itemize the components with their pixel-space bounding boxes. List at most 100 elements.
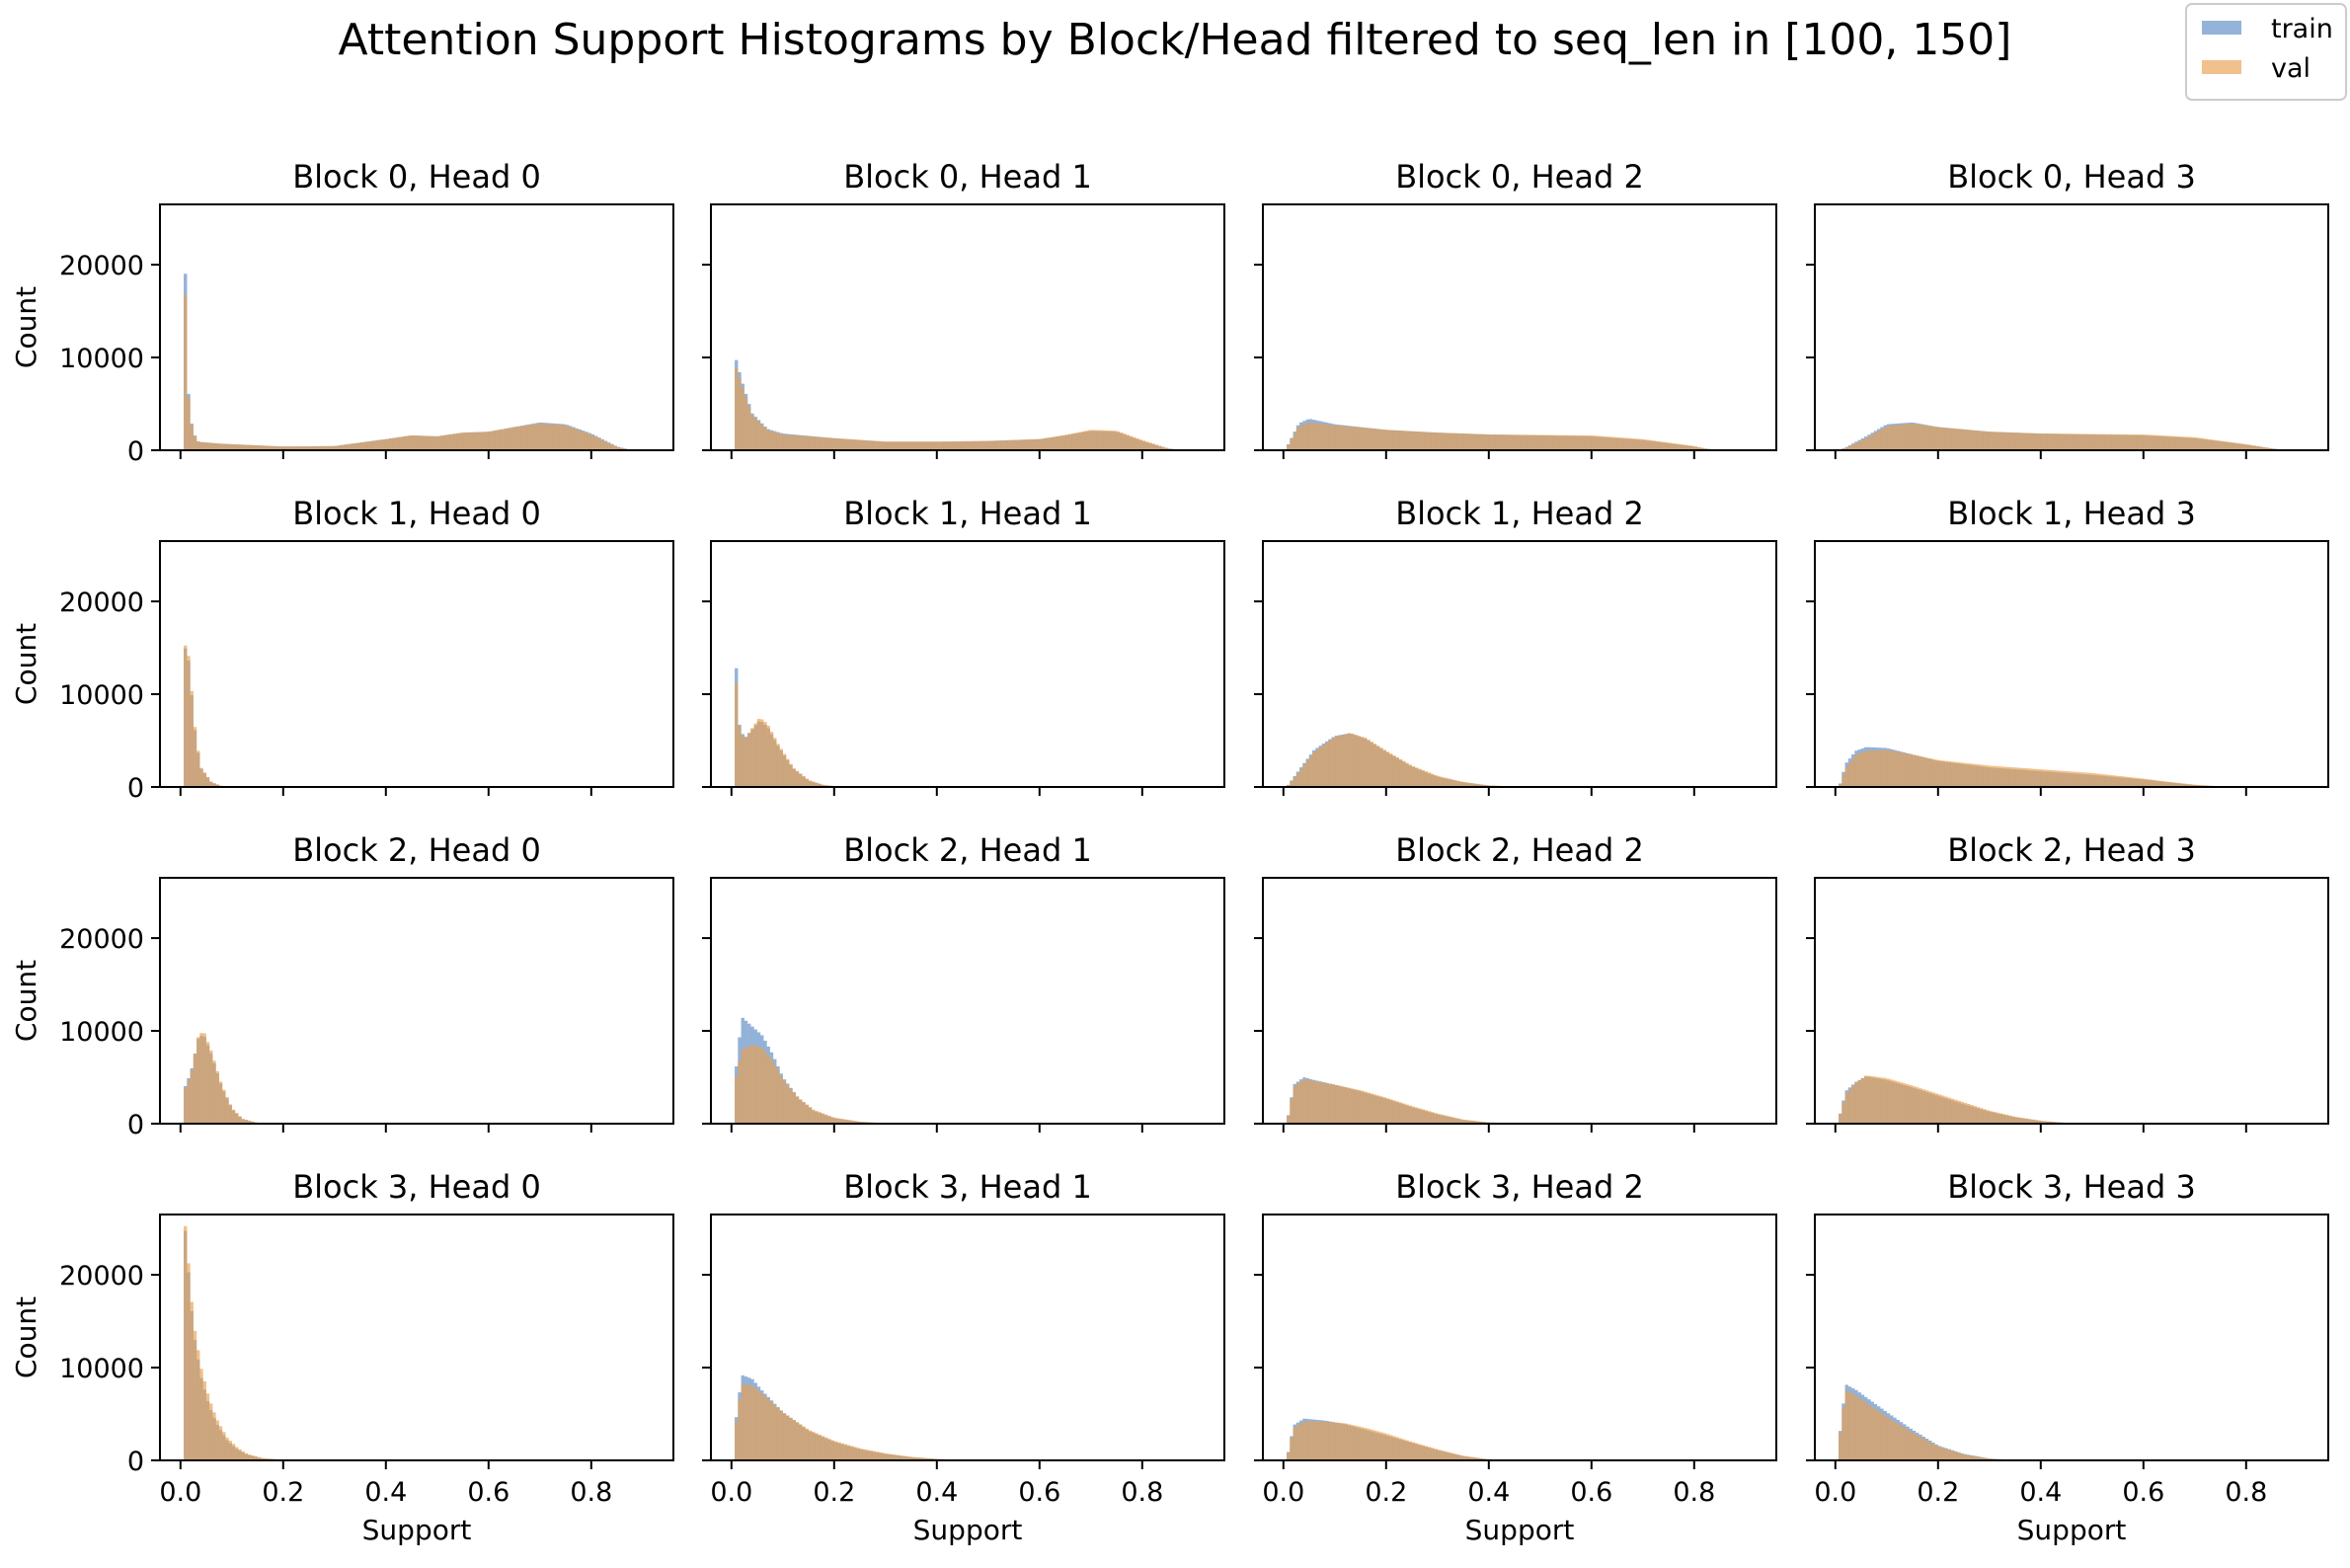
val-bar (1370, 429, 1373, 450)
val-bar (1864, 1075, 1868, 1124)
val-bar (1148, 442, 1152, 450)
val-bar (923, 441, 928, 450)
x-tick-label: 0.8 (570, 1477, 612, 1508)
val-bar (1883, 427, 1887, 450)
val-bar (1376, 429, 1380, 450)
val-bar (2070, 433, 2074, 450)
val-bar (2053, 433, 2058, 450)
val-bar (744, 1047, 748, 1124)
val-bar (1903, 1083, 1907, 1124)
y-tick-label: 10000 (59, 344, 144, 374)
val-bar (1919, 755, 1922, 787)
val-bar (575, 429, 579, 450)
val-bar (1501, 434, 1506, 450)
val-bar (1967, 430, 1971, 450)
val-bar (235, 1113, 239, 1124)
val-bar (1418, 431, 1422, 450)
val-bar (1354, 1089, 1358, 1124)
val-bar (830, 1117, 834, 1124)
val-bar (1428, 1111, 1432, 1124)
val-bar (1857, 1397, 1861, 1460)
val-bar (1700, 447, 1704, 450)
val-bar (244, 444, 249, 450)
val-bar (1976, 431, 1981, 450)
val-bar (1642, 438, 1647, 450)
val-bar (1466, 782, 1470, 787)
val-bar (222, 1432, 226, 1460)
val-bar (2005, 431, 2009, 450)
val-bar (1996, 431, 1999, 450)
val-bar (1527, 434, 1531, 450)
val-bar (2076, 433, 2079, 450)
val-bar (2262, 446, 2266, 450)
val-bar (610, 444, 614, 450)
val-bar (1931, 426, 1935, 450)
val-bar (1328, 1083, 1332, 1124)
val-bar (892, 441, 896, 450)
val-bar (2021, 432, 2025, 450)
val-bar (1980, 1108, 1984, 1124)
val-bar (1485, 433, 1489, 450)
val-bar (1569, 434, 1573, 450)
val-bar (1536, 434, 1540, 450)
axes-frame (159, 540, 674, 788)
val-bar (2150, 434, 2154, 450)
val-bar (1321, 1082, 1326, 1124)
val-bar (946, 440, 950, 450)
val-bar (196, 441, 200, 450)
histogram-panel: Block 0, Head 2 (1254, 158, 1777, 459)
val-bar (1431, 1112, 1435, 1124)
val-bar (495, 430, 499, 450)
val-bar (244, 1120, 249, 1124)
val-bar (1043, 437, 1047, 450)
val-bar (215, 784, 219, 787)
val-bar (1398, 1102, 1403, 1124)
val-bar (1000, 440, 1005, 450)
val-bar (1944, 1096, 1948, 1124)
val-bar (1434, 1113, 1438, 1124)
val-bar (910, 1456, 915, 1460)
val-bar (991, 440, 995, 450)
val-bar (328, 445, 332, 450)
val-bar (1402, 760, 1406, 787)
val-bar (218, 1081, 223, 1124)
val-bar (315, 445, 319, 450)
val-bar (1392, 755, 1396, 787)
val-bar (379, 439, 383, 450)
val-bar (959, 440, 963, 450)
val-bar (1870, 750, 1874, 787)
val-bar (1472, 1456, 1476, 1460)
val-bar (1675, 443, 1679, 450)
axes-frame (1262, 540, 1777, 788)
val-bar-group (1839, 749, 2246, 787)
val-bar (1950, 1098, 1955, 1124)
val-bar (446, 434, 450, 450)
val-bar (235, 1447, 239, 1460)
val-bar (1921, 756, 1925, 787)
val-bar (218, 443, 223, 450)
y-tick-label: 10000 (59, 680, 144, 711)
val-bar (1655, 440, 1660, 450)
val-bar (209, 1403, 213, 1460)
val-bar (372, 440, 377, 450)
val-bar (392, 437, 396, 450)
val-bar (565, 426, 570, 450)
val-bar (1462, 1455, 1467, 1460)
val-bar (1325, 1083, 1329, 1124)
val-bar (2037, 1120, 2041, 1124)
val-bar (282, 446, 287, 450)
val-bar (2268, 447, 2272, 450)
val-bar (808, 1107, 813, 1124)
val-bar (1896, 1423, 1900, 1460)
val-bar (837, 1118, 841, 1124)
val-bar (264, 445, 268, 450)
val-bar (1488, 434, 1493, 450)
val-bar (248, 1120, 252, 1124)
val-bar (750, 1045, 754, 1124)
val-bar (2050, 1121, 2054, 1124)
val-bar (1444, 777, 1448, 787)
val-bar (1453, 1117, 1457, 1124)
val-bar (1379, 747, 1383, 787)
val-bar (2178, 436, 2182, 450)
val-bar (248, 1454, 252, 1460)
